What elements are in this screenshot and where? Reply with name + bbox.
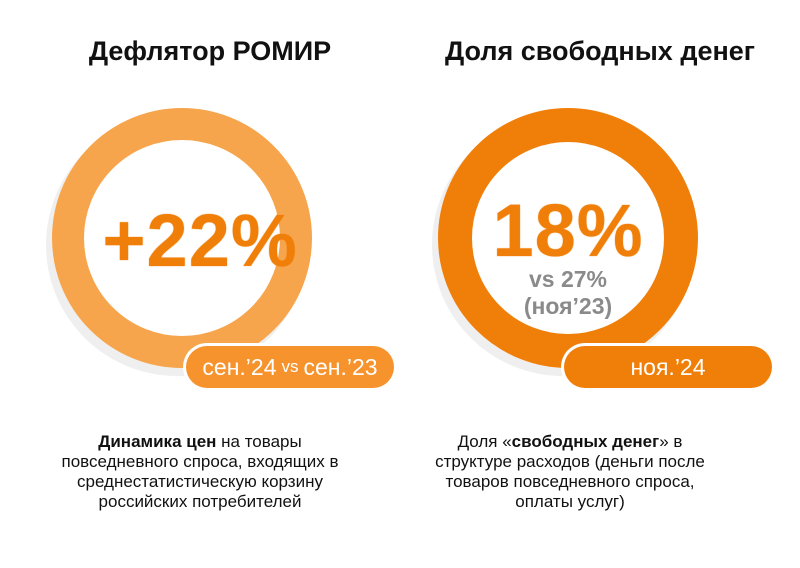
desc-text: повседневного спроса, входящих в [61,452,339,471]
desc-text: Доля « [457,432,512,451]
desc-text: » в [659,432,683,451]
free-money-title: Доля свободных денег [444,36,756,66]
free-money-period-badge: ноя.’24 [564,346,772,388]
free-money-description: Доля «свободных денег» в структуре расхо… [400,432,740,512]
desc-bold: свободных денег [511,432,660,451]
comparison-period: (ноя’23) [523,293,613,319]
desc-text: российских потребителей [98,492,302,511]
deflator-value: +22% [102,199,298,282]
deflator-period-badge: сен.’24 vs сен.’23 [186,346,394,388]
desc-text: структуре расходов (деньги после [435,452,705,471]
deflator-title: Дефлятор РОМИР [88,36,332,66]
desc-bold: Динамика цен [98,432,217,451]
free-money-comparison: vs 27% (ноя’23) [438,266,698,320]
period-current: сен.’24 [202,353,277,380]
period-previous: сен.’23 [303,353,378,380]
free-money-value: 18% [492,189,644,272]
desc-text: оплаты услуг) [515,492,625,511]
comparison-value: vs 27% [528,266,607,292]
desc-text: среднестатистическую корзину [77,472,323,491]
desc-text: товаров повседневного спроса, [445,472,695,491]
deflator-description: Динамика цен на товары повседневного спр… [30,432,370,512]
desc-text: на товары [216,432,302,451]
period-vs: vs [281,357,299,376]
